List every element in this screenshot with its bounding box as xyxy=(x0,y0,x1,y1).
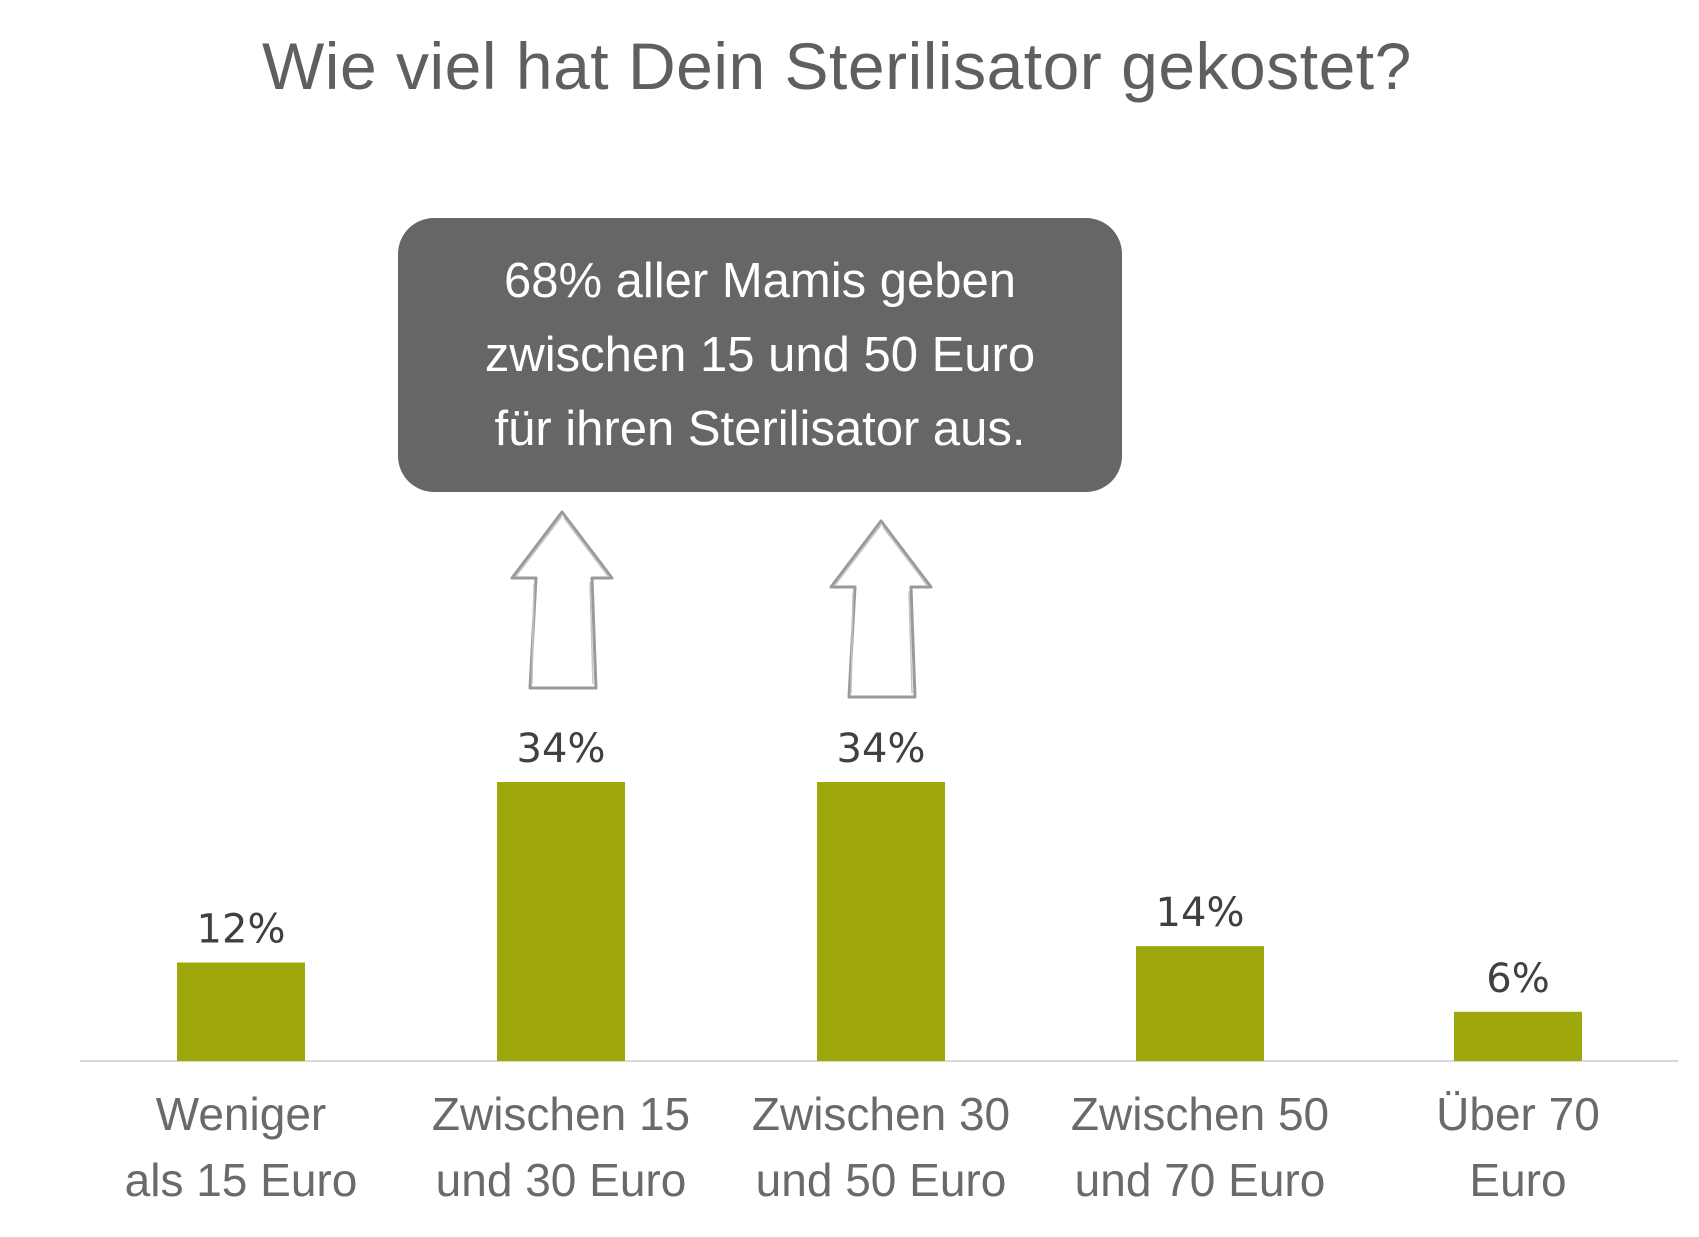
bar-4 xyxy=(1136,946,1264,1061)
bars-group xyxy=(177,782,1582,1061)
up-arrow-icon xyxy=(510,510,614,690)
annotation-line-1: 68% aller Mamis geben xyxy=(503,254,1017,308)
category-label-5: Über 70 Euro xyxy=(1358,1081,1678,1213)
chart-title: Wie viel hat Dein Sterilisator gekostet? xyxy=(262,29,1412,103)
annotation-callout: 68% aller Mamis geben zwischen 15 und 50… xyxy=(398,218,1122,492)
data-label-2: 34% xyxy=(517,726,606,772)
up-arrow-icon xyxy=(829,519,933,699)
category-label-line: und 30 Euro xyxy=(435,1154,687,1206)
data-label-3: 34% xyxy=(837,726,926,772)
category-label-2: Zwischen 15 und 30 Euro xyxy=(401,1081,721,1213)
category-label-line: und 50 Euro xyxy=(755,1154,1007,1206)
category-label-line: Weniger xyxy=(155,1088,327,1140)
category-label-line: Euro xyxy=(1469,1154,1567,1206)
bar-5 xyxy=(1454,1011,1582,1061)
annotation-line-2: zwischen 15 und 50 Euro xyxy=(484,328,1036,382)
category-label-line: Zwischen 30 xyxy=(751,1088,1011,1140)
category-label-line: als 15 Euro xyxy=(124,1154,358,1206)
category-label-line: Zwischen 15 xyxy=(431,1088,691,1140)
annotation-line-3: für ihren Sterilisator aus. xyxy=(494,402,1026,456)
data-label-1: 12% xyxy=(197,907,286,953)
category-label-1: Weniger als 15 Euro xyxy=(81,1081,401,1213)
category-label-line: und 70 Euro xyxy=(1074,1154,1326,1206)
bar-1 xyxy=(177,962,305,1061)
data-labels-group: 12% 34% 34% 14% 6% xyxy=(197,726,1550,1002)
category-label-4: Zwischen 50 und 70 Euro xyxy=(1040,1081,1360,1213)
data-label-4: 14% xyxy=(1156,890,1245,936)
category-label-line: Über 70 xyxy=(1436,1088,1600,1140)
bar-3 xyxy=(817,782,945,1061)
category-label-line: Zwischen 50 xyxy=(1070,1088,1330,1140)
category-label-3: Zwischen 30 und 50 Euro xyxy=(721,1081,1041,1213)
bar-2 xyxy=(497,782,625,1061)
data-label-5: 6% xyxy=(1486,956,1549,1002)
